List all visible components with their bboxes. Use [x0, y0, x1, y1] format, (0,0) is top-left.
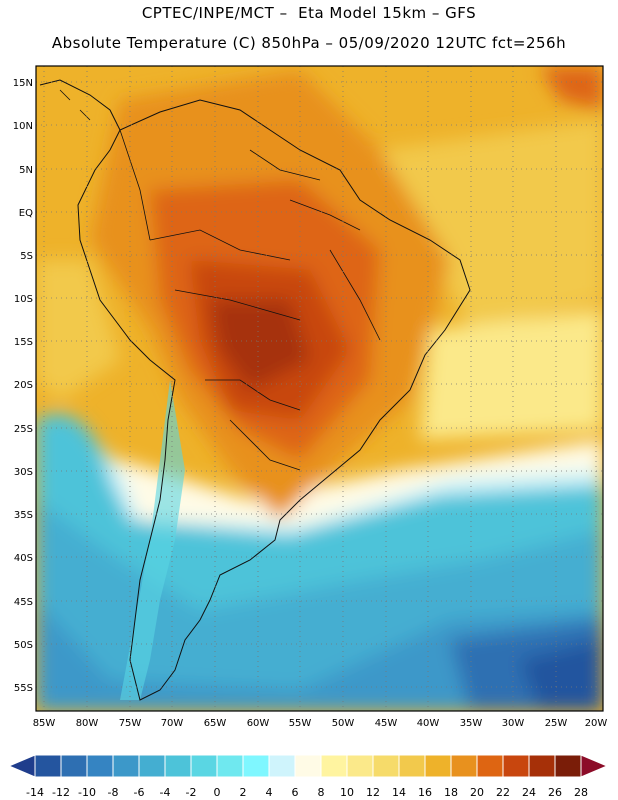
colorbar-label: 8	[318, 786, 325, 799]
lon-label: 30W	[502, 718, 525, 729]
colorbar-swatch	[372, 754, 400, 778]
lat-label: 40S	[14, 553, 33, 564]
colorbar-swatch	[346, 754, 374, 778]
lon-label: 55W	[289, 718, 312, 729]
colorbar-swatch	[34, 754, 62, 778]
colorbar-swatch	[268, 754, 296, 778]
colorbar-swatch	[554, 754, 582, 778]
colorbar-label: 4	[266, 786, 273, 799]
lat-label: 5S	[20, 251, 33, 262]
colorbar-label: -6	[134, 786, 145, 799]
lon-label: 65W	[204, 718, 227, 729]
colorbar-label: -8	[108, 786, 119, 799]
lon-label: 75W	[119, 718, 142, 729]
lon-label: 80W	[76, 718, 99, 729]
colorbar-label: 20	[470, 786, 484, 799]
coastlines	[39, 79, 471, 701]
title-field-line: Absolute Temperature (C) 850hPa – 05/09/…	[51, 34, 567, 52]
colorbar-label: 24	[522, 786, 536, 799]
colorbar-swatch	[216, 754, 244, 778]
colorbar-swatch	[164, 754, 192, 778]
colorbar-label: 10	[340, 786, 354, 799]
lat-label: 20S	[14, 380, 33, 391]
colorbar-swatch	[424, 754, 452, 778]
lon-label: 50W	[332, 718, 355, 729]
lon-label: 70W	[161, 718, 184, 729]
lon-label: 60W	[247, 718, 270, 729]
lat-label: 15N	[13, 78, 33, 89]
lat-label: 10N	[13, 121, 33, 132]
colorbar-labels: -14 -12 -10 -8 -6 -4 -2 0 2 4 6 8 10 12 …	[26, 786, 588, 799]
colorbar-label: 26	[548, 786, 562, 799]
colorbar-label: 2	[240, 786, 247, 799]
colorbar-swatch	[294, 754, 322, 778]
colorbar-swatch	[138, 754, 166, 778]
colorbar-label: 28	[574, 786, 588, 799]
latitude-axis: 15N 10N 5N EQ 5S 10S 15S 20S 25S 30S 35S…	[13, 78, 33, 694]
colorbar-label: 16	[418, 786, 432, 799]
colorbar-arrow-low	[7, 754, 36, 778]
lon-label: 85W	[33, 718, 56, 729]
colorbar-label: 14	[392, 786, 406, 799]
lon-label: 40W	[417, 718, 440, 729]
colorbar-swatch	[476, 754, 504, 778]
title-model-line: CPTEC/INPE/MCT – Eta Model 15km – GFS	[141, 4, 477, 22]
colorbar-swatch	[86, 754, 114, 778]
colorbar-label: -12	[52, 786, 70, 799]
colorbar-label: -2	[186, 786, 197, 799]
colorbar-label: 0	[214, 786, 221, 799]
lon-label: 20W	[585, 718, 608, 729]
colorbar-swatch	[528, 754, 556, 778]
colorbar-swatch	[320, 754, 348, 778]
lat-label: EQ	[19, 208, 33, 219]
colorbar-swatch	[190, 754, 218, 778]
lat-label: 35S	[14, 510, 33, 521]
colorbar-arrow-high	[580, 754, 609, 778]
colorbar-swatch	[502, 754, 530, 778]
colorbar	[7, 754, 609, 778]
colorbar-label: 18	[444, 786, 458, 799]
colorbar-label: -4	[160, 786, 171, 799]
lat-label: 30S	[14, 467, 33, 478]
colorbar-label: 12	[366, 786, 380, 799]
lon-label: 25W	[545, 718, 568, 729]
longitude-axis: 85W 80W 75W 70W 65W 60W 55W 50W 45W 40W …	[33, 718, 608, 729]
colorbar-swatch	[60, 754, 88, 778]
lon-label: 45W	[375, 718, 398, 729]
temperature-field	[36, 66, 603, 711]
lat-label: 5N	[19, 165, 33, 176]
lat-label: 25S	[14, 424, 33, 435]
colorbar-swatch	[398, 754, 426, 778]
colorbar-swatch	[112, 754, 140, 778]
lat-label: 10S	[14, 294, 33, 305]
lat-label: 55S	[14, 683, 33, 694]
lat-label: 50S	[14, 640, 33, 651]
colorbar-label: -10	[78, 786, 96, 799]
colorbar-label: -14	[26, 786, 44, 799]
lat-label: 15S	[14, 337, 33, 348]
colorbar-swatch	[450, 754, 478, 778]
map-frame	[35, 65, 604, 712]
lon-label: 35W	[460, 718, 483, 729]
colorbar-label: 6	[292, 786, 299, 799]
lat-label: 45S	[14, 597, 33, 608]
colorbar-swatch	[242, 754, 270, 778]
colorbar-label: 22	[496, 786, 510, 799]
